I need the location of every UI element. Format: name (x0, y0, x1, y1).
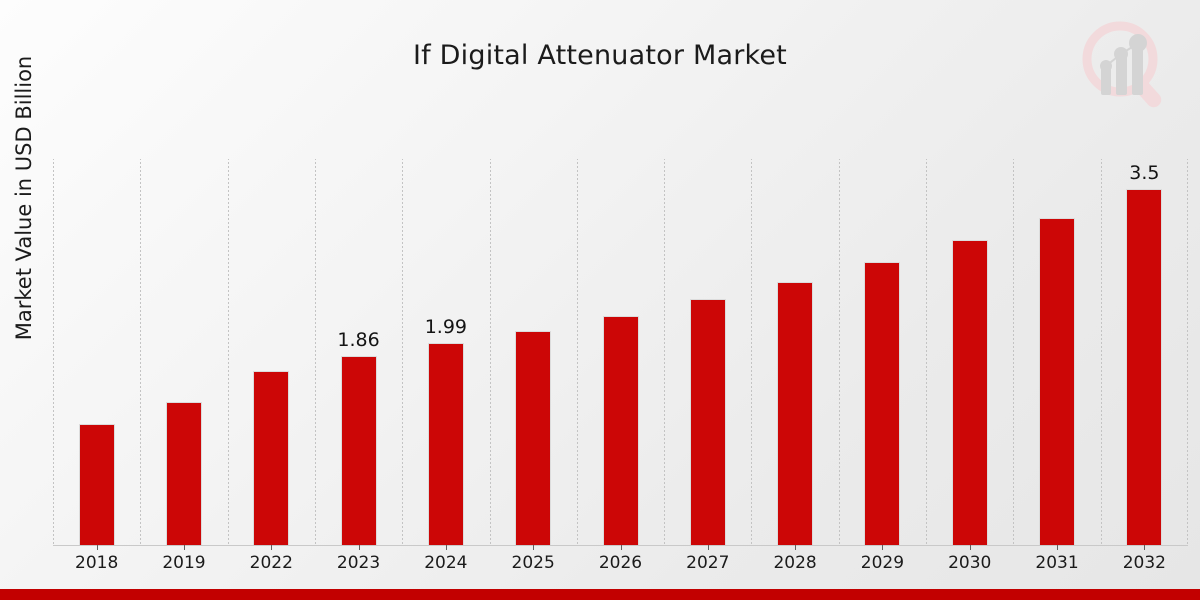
bar-2027[interactable] (689, 299, 726, 545)
x-tick-2029 (882, 545, 884, 550)
x-tick-label-2025: 2025 (511, 553, 555, 573)
gridline (838, 159, 840, 545)
bar-2032[interactable] (1126, 189, 1163, 545)
x-tick-2019 (183, 545, 185, 550)
x-tick-label-2018: 2018 (75, 553, 119, 573)
x-tick-label-2026: 2026 (598, 553, 643, 573)
bar-2025[interactable] (515, 330, 552, 545)
x-tick-2032 (1144, 545, 1146, 550)
bar-2019[interactable] (165, 401, 202, 545)
bar-2022[interactable] (253, 371, 290, 545)
x-tick-label-2027: 2027 (686, 553, 730, 573)
x-tick-2022 (271, 545, 273, 550)
gridline (402, 159, 404, 545)
bar-2023[interactable] (340, 356, 377, 545)
x-tick-label-2024: 2024 (424, 553, 468, 573)
gridline (1100, 159, 1102, 545)
x-tick-label-2031: 2031 (1035, 553, 1079, 573)
bar-2026[interactable] (602, 316, 639, 545)
gridline (1187, 159, 1188, 545)
bar-2029[interactable] (864, 261, 901, 545)
x-tick-2024 (445, 545, 447, 550)
bar-value-label-2023: 1.86 (337, 329, 380, 352)
bar-2030[interactable] (951, 240, 988, 545)
footer-accent-bar (0, 589, 1200, 600)
plot-area (53, 159, 1188, 545)
gridline (489, 159, 491, 545)
bar-value-label-2024: 1.99 (424, 315, 468, 338)
gridline (576, 159, 578, 545)
gridline (53, 159, 54, 545)
x-tick-2018 (96, 545, 98, 550)
x-tick-label-2030: 2030 (948, 553, 992, 573)
gridline (314, 159, 316, 545)
y-axis-label: Market Value in USD Billion (12, 55, 36, 341)
bar-2028[interactable] (777, 281, 814, 545)
page-title: If Digital Attenuator Market (413, 40, 787, 71)
gridline (140, 159, 142, 545)
x-tick-2023 (358, 545, 360, 550)
x-tick-2025 (533, 545, 535, 550)
bar-value-label-2032: 3.5 (1129, 162, 1160, 185)
x-tick-label-2023: 2023 (336, 553, 381, 573)
gridline (926, 159, 928, 545)
x-tick-label-2029: 2029 (860, 553, 905, 573)
x-tick-2030 (969, 545, 971, 550)
gridline (751, 159, 753, 545)
x-tick-2027 (707, 545, 709, 550)
gridline (227, 159, 229, 545)
x-tick-label-2032: 2032 (1122, 553, 1166, 573)
x-tick-label-2028: 2028 (773, 553, 817, 573)
x-tick-2026 (620, 545, 622, 550)
x-tick-label-2019: 2019 (162, 553, 206, 573)
bar-2031[interactable] (1039, 217, 1076, 545)
bar-2018[interactable] (78, 424, 115, 545)
company-logo-icon (1082, 21, 1162, 108)
x-tick-label-2022: 2022 (249, 553, 293, 573)
x-tick-2031 (1057, 545, 1059, 550)
bar-2024[interactable] (427, 342, 464, 545)
gridline (1013, 159, 1015, 545)
gridline (664, 159, 666, 545)
x-tick-2028 (795, 545, 797, 550)
